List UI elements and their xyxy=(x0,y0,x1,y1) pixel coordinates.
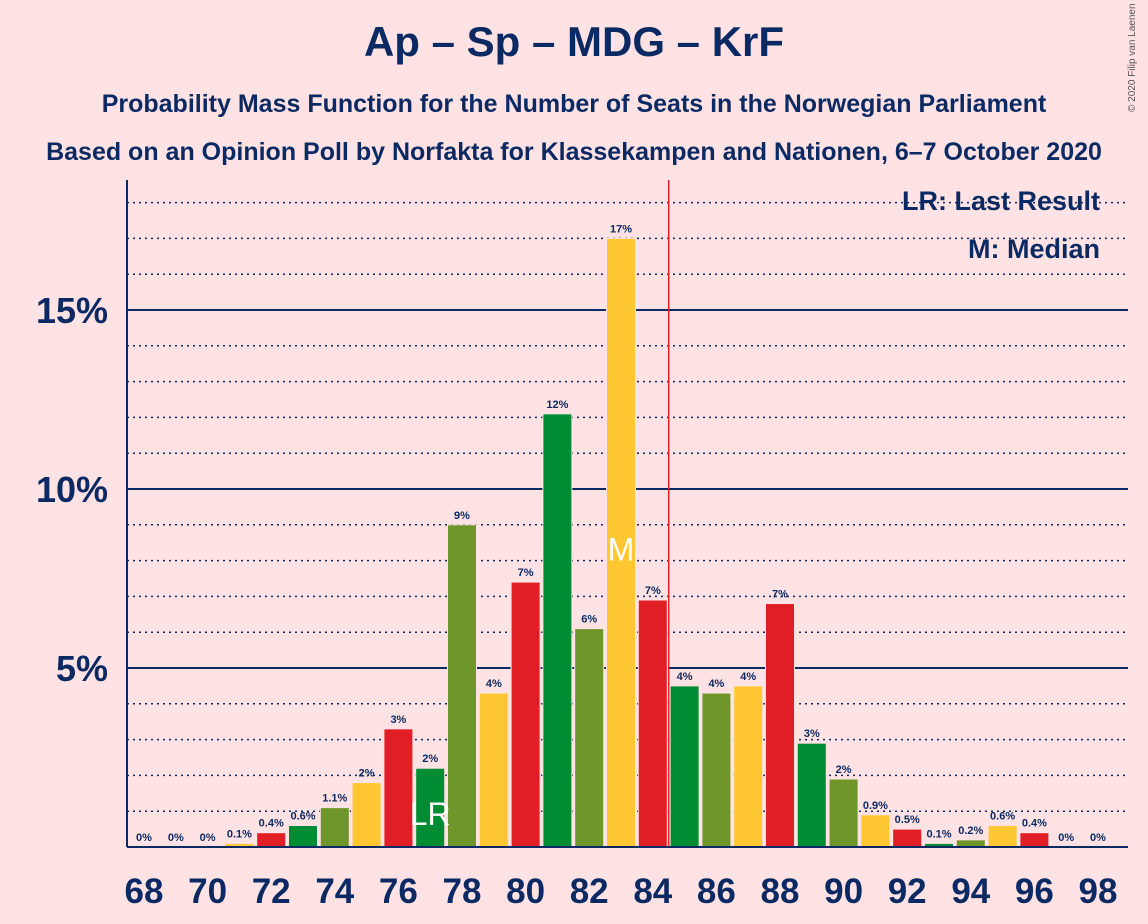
x-tick-label: 98 xyxy=(1079,872,1118,911)
bar[interactable] xyxy=(733,685,764,848)
bar[interactable] xyxy=(796,742,827,848)
bar[interactable] xyxy=(542,413,573,848)
chart-subtitle: Probability Mass Function for the Number… xyxy=(101,90,1047,118)
x-tick-label: 94 xyxy=(951,872,990,911)
bar[interactable] xyxy=(288,825,318,848)
x-tick-label: 68 xyxy=(125,872,164,911)
x-tick-label: 84 xyxy=(633,872,672,911)
y-tick-label: 5% xyxy=(56,648,108,689)
data-label: 2% xyxy=(836,764,852,776)
data-label: 4% xyxy=(677,671,693,683)
bar[interactable] xyxy=(319,807,350,848)
x-tick-label: 74 xyxy=(315,872,354,911)
bar[interactable] xyxy=(447,524,477,848)
data-label: 7% xyxy=(772,589,788,601)
bar[interactable] xyxy=(415,767,446,848)
y-tick-label: 15% xyxy=(36,290,108,331)
median-marker: M xyxy=(608,532,635,568)
data-label: 0% xyxy=(1058,832,1074,844)
bar[interactable] xyxy=(351,782,382,848)
data-label: 6% xyxy=(581,614,597,626)
data-label: 7% xyxy=(518,567,534,579)
x-tick-label: 72 xyxy=(252,872,291,911)
bar[interactable] xyxy=(701,692,732,848)
bar[interactable] xyxy=(955,839,986,848)
x-tick-label: 88 xyxy=(761,872,800,911)
data-label: 17% xyxy=(610,223,632,235)
data-label: 4% xyxy=(486,678,502,690)
last-result-marker: LR xyxy=(410,796,451,832)
bar[interactable] xyxy=(606,237,636,848)
data-label: 3% xyxy=(804,728,820,740)
data-label: 0.9% xyxy=(863,800,888,812)
data-label: 0.6% xyxy=(990,811,1015,823)
data-label: 0% xyxy=(200,832,216,844)
data-label: 0.5% xyxy=(895,814,920,826)
y-tick-label: 10% xyxy=(36,469,108,510)
bar[interactable] xyxy=(256,832,287,848)
legend-last-result: LR: Last Result xyxy=(902,186,1100,216)
x-tick-label: 96 xyxy=(1015,872,1054,911)
data-label: 0.6% xyxy=(290,811,315,823)
data-label: 0.1% xyxy=(926,828,951,840)
data-label: 2% xyxy=(422,753,438,765)
bar[interactable] xyxy=(765,603,795,848)
x-tick-label: 76 xyxy=(379,872,418,911)
bar[interactable] xyxy=(383,728,414,848)
bar[interactable] xyxy=(860,814,891,848)
bar[interactable] xyxy=(574,628,605,848)
bar[interactable] xyxy=(510,581,541,848)
data-label: 0% xyxy=(1090,832,1106,844)
bar[interactable] xyxy=(478,692,509,848)
data-label: 9% xyxy=(454,510,470,522)
bar[interactable] xyxy=(828,778,859,848)
chart-title: Ap – Sp – MDG – KrF xyxy=(363,18,785,65)
data-label: 4% xyxy=(740,671,756,683)
chart-subtitle-source: Based on an Opinion Poll by Norfakta for… xyxy=(46,138,1102,166)
data-label: 0.4% xyxy=(259,818,284,830)
data-label: 0.2% xyxy=(958,825,983,837)
bar[interactable] xyxy=(1019,832,1050,848)
data-label: 3% xyxy=(390,714,406,726)
bar[interactable] xyxy=(669,685,700,848)
data-label: 0% xyxy=(168,832,184,844)
bar[interactable] xyxy=(987,825,1018,848)
data-label: 1.1% xyxy=(322,793,347,805)
data-label: 0.1% xyxy=(227,828,252,840)
legend-median: M: Median xyxy=(968,234,1100,264)
x-tick-label: 92 xyxy=(888,872,927,911)
x-tick-label: 78 xyxy=(443,872,482,911)
bar[interactable] xyxy=(637,599,668,848)
x-tick-label: 86 xyxy=(697,872,736,911)
data-label: 0% xyxy=(136,832,152,844)
data-label: 0.4% xyxy=(1022,818,1047,830)
bar[interactable] xyxy=(892,828,923,848)
data-label: 12% xyxy=(546,399,568,411)
x-tick-label: 82 xyxy=(570,872,609,911)
data-label: 4% xyxy=(708,678,724,690)
x-tick-label: 80 xyxy=(506,872,545,911)
data-label: 2% xyxy=(359,768,375,780)
x-tick-label: 90 xyxy=(824,872,863,911)
x-tick-label: 70 xyxy=(188,872,227,911)
data-label: 7% xyxy=(645,585,661,597)
